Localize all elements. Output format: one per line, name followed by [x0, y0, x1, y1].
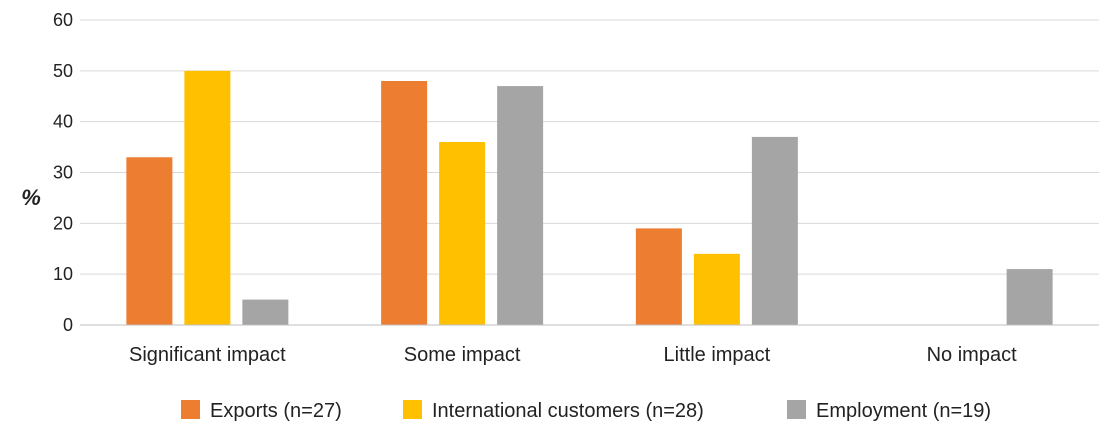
x-tick-label: Significant impact — [129, 344, 286, 366]
bar-international-little-impact — [693, 253, 740, 325]
legend: Exports (n=27) International customers (n… — [181, 400, 991, 422]
bar-employment-little-impact — [751, 136, 798, 325]
y-tick-label: 50 — [53, 61, 73, 81]
gridlines — [80, 19, 1099, 275]
y-tick-label: 10 — [53, 264, 73, 284]
legend-label: Exports (n=27) — [210, 400, 342, 422]
bar-employment-significant-impact — [242, 299, 289, 325]
x-tick-label: No impact — [927, 344, 1017, 366]
bar-employment-no-impact — [1006, 269, 1053, 325]
bar-exports-some-impact — [381, 81, 428, 325]
y-tick-label: 30 — [53, 163, 73, 183]
x-tick-label: Some impact — [404, 344, 521, 366]
y-tick-label: 40 — [53, 112, 73, 132]
legend-label: Employment (n=19) — [816, 400, 991, 422]
legend-label: International customers (n=28) — [432, 400, 704, 422]
bar-exports-significant-impact — [126, 157, 173, 325]
y-tick-label: 20 — [53, 213, 73, 233]
y-tick-label: 0 — [63, 315, 73, 335]
x-tick-label: Little impact — [664, 344, 771, 366]
legend-swatch — [181, 400, 200, 419]
bar-exports-little-impact — [635, 228, 682, 325]
y-axis-label: % — [21, 185, 41, 210]
legend-swatch — [787, 400, 806, 419]
bar-employment-some-impact — [497, 86, 544, 325]
bars — [126, 70, 1053, 325]
bar-international-significant-impact — [184, 70, 231, 325]
y-tick-label: 60 — [53, 10, 73, 30]
y-axis-ticks: 0 10 20 30 40 50 60 — [53, 10, 73, 335]
legend-swatch — [403, 400, 422, 419]
category-labels: Significant impact Some impact Little impa… — [129, 344, 1017, 366]
bar-international-some-impact — [439, 142, 486, 325]
